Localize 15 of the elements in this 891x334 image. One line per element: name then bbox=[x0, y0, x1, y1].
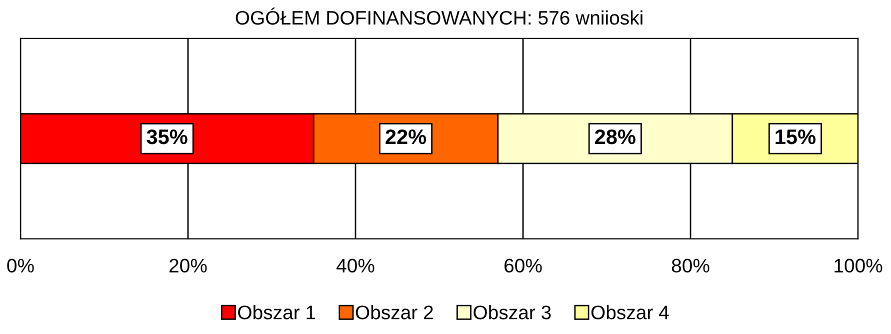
x-tick-label: 20% bbox=[170, 258, 207, 273]
chart-title: OGÓŁEM DOFINANSOWANYCH: 576 wniioski bbox=[236, 8, 642, 25]
x-tick-label: 40% bbox=[336, 258, 374, 273]
data-label: 35% bbox=[146, 129, 188, 144]
x-tick-label: 100% bbox=[834, 258, 882, 273]
legend-label: Obszar 4 bbox=[591, 305, 669, 320]
data-label: 15% bbox=[776, 130, 816, 144]
x-tick-label: 60% bbox=[504, 258, 542, 273]
x-tick-label: 80% bbox=[672, 258, 710, 273]
legend-label: Obszar 3 bbox=[474, 305, 551, 320]
legend-label: Obszar 1 bbox=[238, 305, 316, 320]
data-label: 28% bbox=[595, 129, 636, 144]
x-tick-label: 0% bbox=[7, 258, 34, 273]
legend-label: Obszar 2 bbox=[356, 305, 433, 320]
data-label: 22% bbox=[386, 129, 426, 144]
